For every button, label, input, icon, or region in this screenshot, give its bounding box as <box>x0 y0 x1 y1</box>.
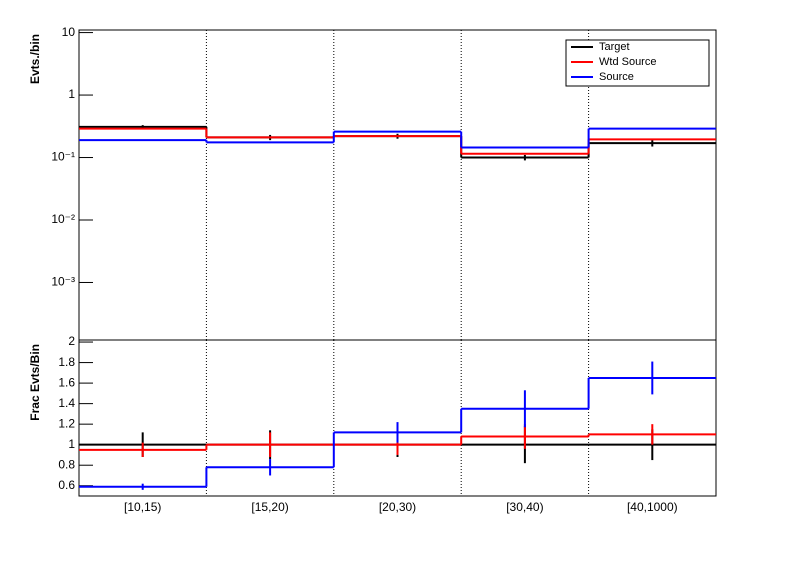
y-tick-label: 1.2 <box>58 416 75 430</box>
y-axis-label: Frac Evts/Bin <box>28 344 42 421</box>
y-tick-label: 1.8 <box>58 355 75 369</box>
y-tick-label: 10⁻² <box>51 212 75 226</box>
legend-label: Target <box>599 41 630 53</box>
x-tick-label: [40,1000) <box>627 500 678 514</box>
plot-frame <box>78 339 717 497</box>
legend-label: Wtd Source <box>599 56 656 68</box>
y-tick-label: 0.8 <box>58 457 75 471</box>
x-tick-label: [30,40) <box>506 500 543 514</box>
y-tick-label: 10⁻³ <box>51 275 75 289</box>
y-tick-label: 10 <box>62 25 76 39</box>
y-tick-label: 2 <box>68 334 75 348</box>
x-tick-label: [20,30) <box>379 500 416 514</box>
y-tick-label: 1.4 <box>58 396 75 410</box>
y-tick-label: 1 <box>68 437 75 451</box>
x-tick-label: [15,20) <box>251 500 288 514</box>
y-tick-label: 0.6 <box>58 478 75 492</box>
y-tick-label: 1.6 <box>58 375 75 389</box>
y-axis-label: Evts./bin <box>28 34 42 84</box>
legend-label: Source <box>599 71 634 83</box>
y-tick-label: 10⁻¹ <box>51 150 75 164</box>
x-tick-label: [10,15) <box>124 500 161 514</box>
y-tick-label: 1 <box>68 87 75 101</box>
